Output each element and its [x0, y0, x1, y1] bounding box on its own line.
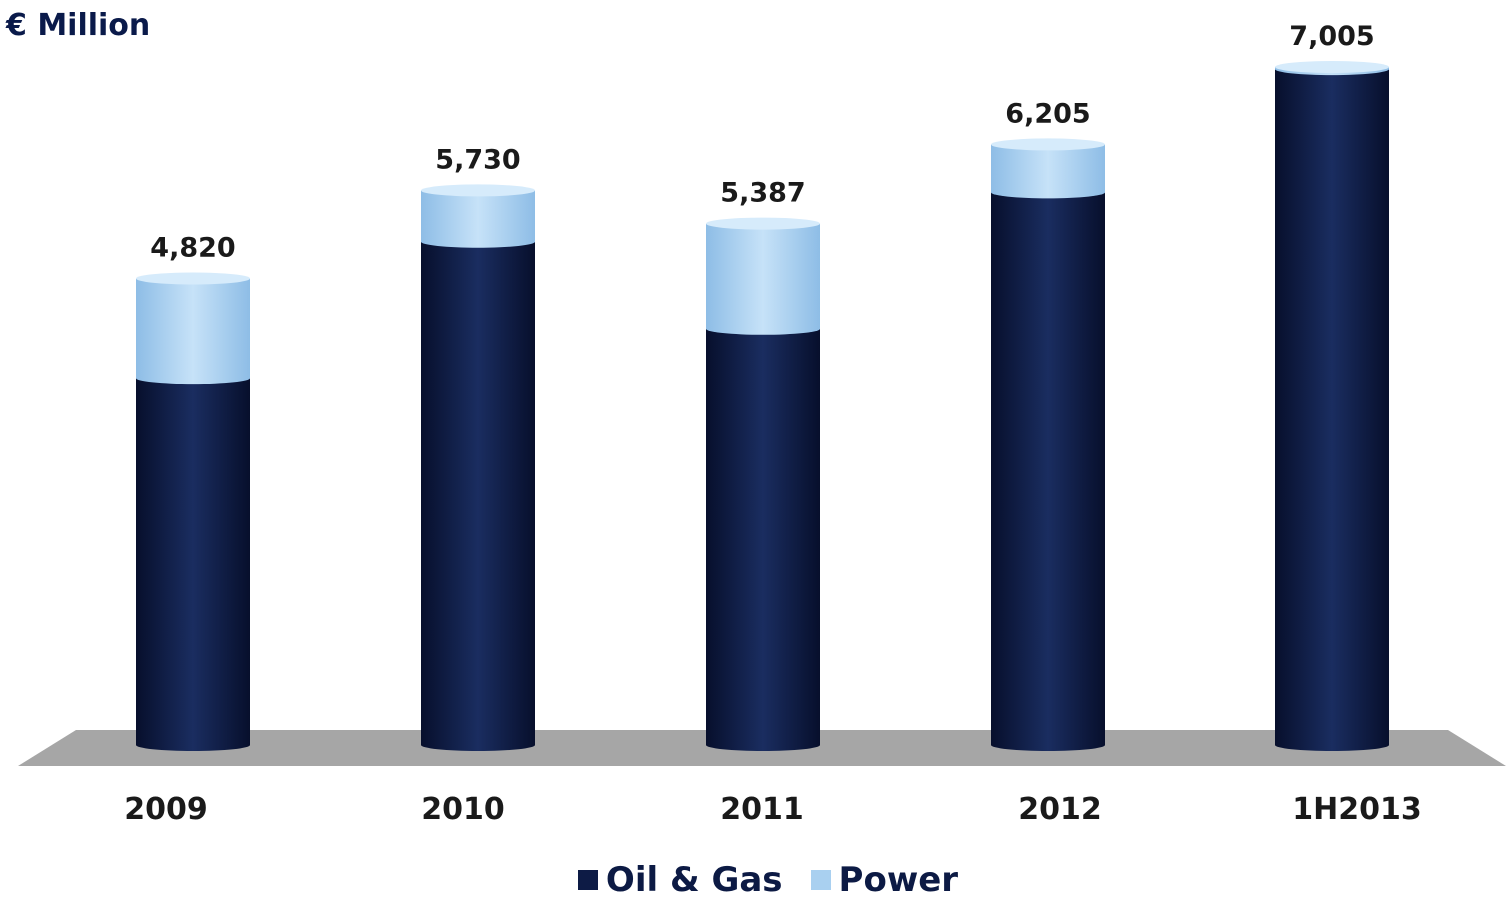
- data-label-total-2012: 6,205: [1005, 98, 1090, 129]
- x-tick-label-2010: 2010: [421, 792, 505, 827]
- x-tick-label-2009: 2009: [124, 792, 208, 827]
- legend-item-power: Power: [810, 860, 959, 900]
- bar-cap-1h2013: [1275, 61, 1389, 73]
- labels-layer: 4,820 2009 5,730 2010 5,387 2011 6,205 2012 7,00…: [124, 21, 1421, 827]
- bar-cap-2011: [706, 217, 820, 230]
- x-tick-label-1h2013: 1H2013: [1292, 792, 1421, 827]
- bar-oil-gas-2012: [991, 192, 1105, 752]
- legend-label-oil-gas: Oil & Gas: [605, 860, 783, 900]
- data-label-total-2009: 4,820: [150, 232, 235, 263]
- bar-power-2010: [421, 190, 535, 248]
- bar-power-2011: [706, 223, 820, 335]
- legend-item-oil-gas: Oil & Gas: [577, 860, 783, 900]
- bar-cap-2010: [421, 184, 535, 197]
- bar-oil-gas-2009: [136, 378, 250, 751]
- legend-swatch-power: [810, 870, 831, 890]
- bar-cap-2009: [136, 272, 250, 285]
- bar-oil-gas-2011: [706, 328, 820, 751]
- bar-oil-gas-1h2013: [1275, 69, 1389, 751]
- legend: Oil & Gas Power: [0, 860, 1506, 900]
- legend-label-power: Power: [838, 860, 959, 900]
- data-label-total-1h2013: 7,005: [1289, 21, 1374, 52]
- bars-layer: [136, 61, 1389, 752]
- x-tick-label-2012: 2012: [1018, 792, 1102, 827]
- data-label-total-2010: 5,730: [435, 144, 520, 175]
- data-label-total-2011: 5,387: [720, 178, 805, 209]
- bar-power-2009: [136, 278, 250, 385]
- legend-swatch-oil-gas: [577, 870, 598, 890]
- unit-label: € Million: [6, 8, 151, 43]
- bar-cap-2012: [991, 138, 1105, 151]
- bar-power-2012: [991, 144, 1105, 199]
- bar-oil-gas-2010: [421, 241, 535, 751]
- x-tick-label-2011: 2011: [720, 792, 804, 827]
